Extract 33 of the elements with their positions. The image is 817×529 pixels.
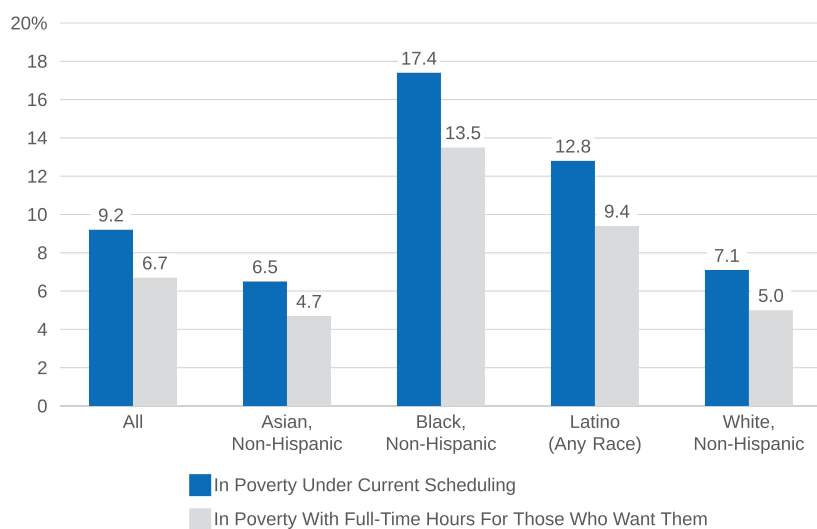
- y-tick-label: 8: [38, 246, 47, 260]
- data-label: 9.4: [604, 204, 630, 218]
- x-tick-label: White, Non-Hispanic: [694, 414, 804, 454]
- y-tick-label: 6: [38, 284, 47, 298]
- data-label: 5.0: [758, 288, 784, 302]
- y-tick-label: 12: [28, 170, 47, 183]
- y-tick-label: 14: [28, 132, 47, 144]
- y-tick-label: 18: [28, 54, 47, 68]
- bar: [242, 282, 287, 406]
- data-label: 7.1: [715, 249, 739, 262]
- legend-label: In Poverty With Full-Time Hours For Those Who Want Them: [215, 512, 707, 529]
- legend-label: In Poverty Under Current Scheduling: [215, 478, 515, 495]
- data-label: 9.2: [99, 208, 123, 222]
- y-tick-label: 10: [28, 208, 47, 222]
- x-tick-label: All: [122, 414, 142, 428]
- data-label: 17.4: [402, 52, 436, 65]
- bar: [396, 72, 441, 406]
- data-label: 13.5: [446, 126, 480, 140]
- x-tick-label: Asian, Non-Hispanic: [232, 414, 342, 454]
- y-tick-label: 16: [28, 93, 47, 106]
- data-label: 4.7: [296, 295, 321, 308]
- bar: [550, 160, 595, 406]
- x-tick-label: Latino (Any Race): [549, 414, 641, 454]
- y-tick-label: 20%: [11, 16, 47, 30]
- data-label: 6.5: [253, 260, 278, 274]
- y-tick-label: 4: [38, 323, 47, 336]
- y-tick-label: 0: [38, 399, 47, 413]
- data-label: 12.8: [556, 140, 590, 153]
- x-tick-label: Black, Non-Hispanic: [386, 414, 496, 454]
- data-label: 6.7: [143, 256, 167, 270]
- bar: [88, 230, 133, 406]
- y-tick-label: 2: [38, 361, 47, 374]
- bar: [704, 270, 749, 406]
